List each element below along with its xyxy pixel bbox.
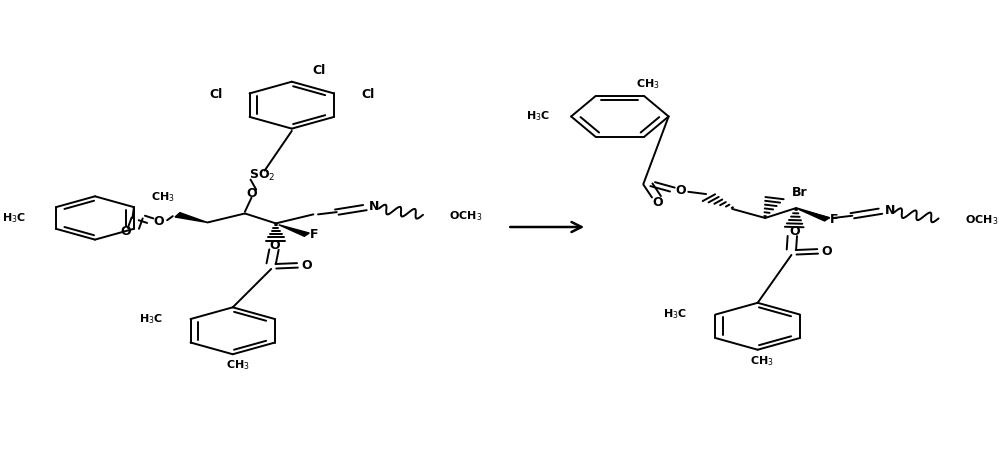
Text: O: O	[121, 225, 131, 238]
Polygon shape	[175, 212, 208, 222]
Text: CH$_3$: CH$_3$	[636, 77, 660, 91]
Text: OCH$_3$: OCH$_3$	[450, 209, 483, 223]
Text: O: O	[302, 259, 312, 272]
Text: N: N	[885, 204, 895, 217]
Text: O: O	[652, 196, 662, 209]
Text: N: N	[369, 200, 380, 213]
Text: H$_3$C: H$_3$C	[2, 211, 26, 225]
Text: SO$_2$: SO$_2$	[249, 168, 275, 183]
Text: H$_3$C: H$_3$C	[526, 109, 550, 123]
Text: O: O	[154, 215, 164, 228]
Text: H$_3$C: H$_3$C	[663, 307, 687, 321]
Text: CH$_3$: CH$_3$	[151, 190, 175, 204]
Text: OCH$_3$: OCH$_3$	[965, 213, 998, 227]
Text: Cl: Cl	[313, 64, 326, 77]
Text: CH$_3$: CH$_3$	[226, 359, 250, 372]
Text: F: F	[310, 228, 319, 241]
Text: CH$_3$: CH$_3$	[750, 354, 774, 368]
Text: F: F	[830, 213, 839, 226]
Text: O: O	[246, 187, 257, 200]
Text: O: O	[822, 245, 832, 258]
Text: O: O	[675, 184, 686, 197]
Text: O: O	[789, 225, 799, 238]
Text: Br: Br	[791, 186, 807, 199]
Text: Cl: Cl	[362, 88, 375, 101]
Polygon shape	[279, 225, 310, 237]
Text: H$_3$C: H$_3$C	[139, 312, 164, 326]
Text: Cl: Cl	[209, 88, 223, 101]
Text: O: O	[270, 238, 281, 252]
Polygon shape	[799, 209, 829, 221]
